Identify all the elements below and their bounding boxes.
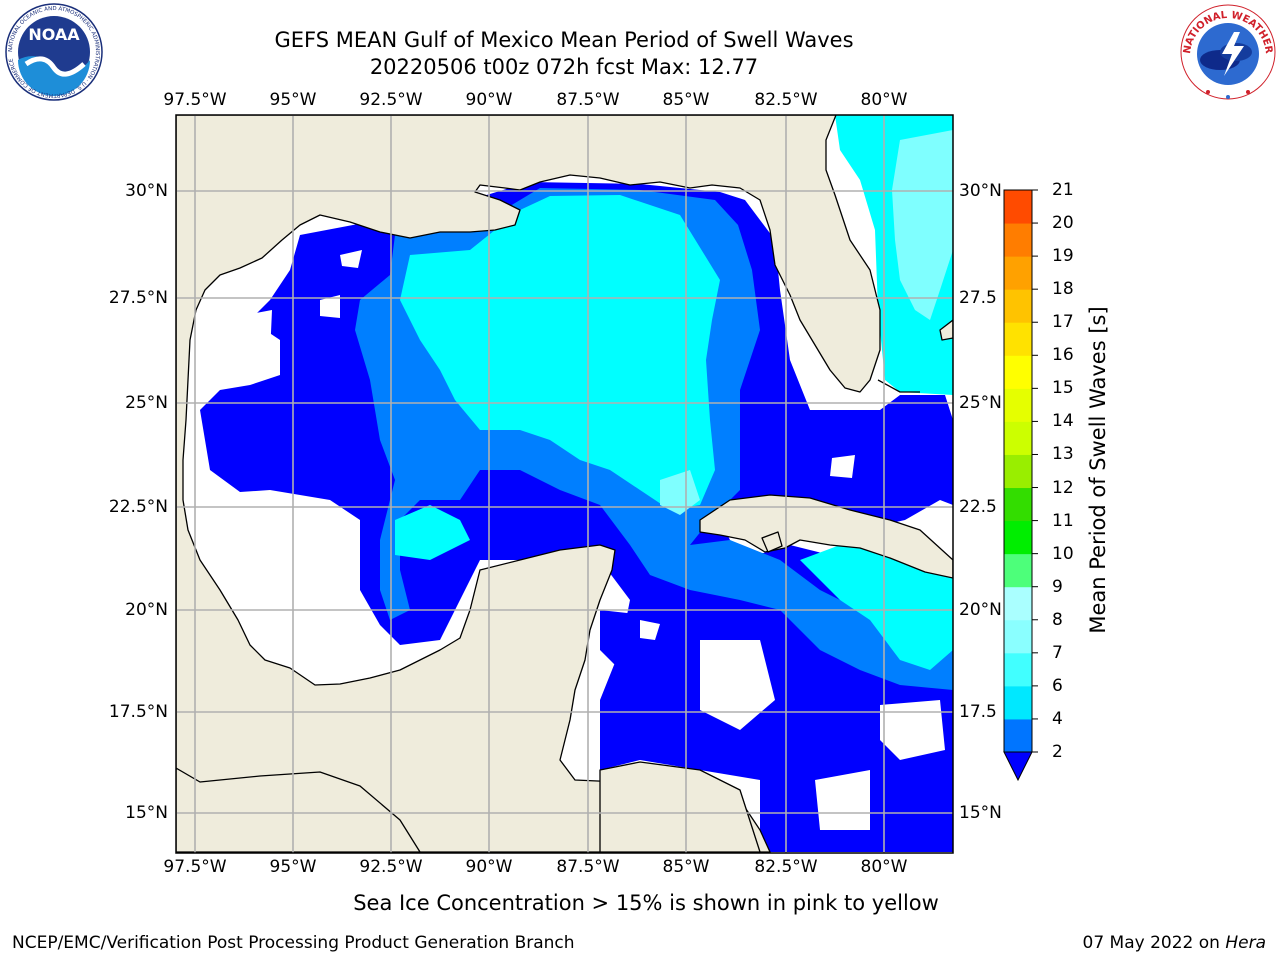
colorbar-segment (1004, 421, 1032, 455)
colorbar-extend-min-triangle (1003, 751, 1033, 782)
colorbar-segment (1004, 355, 1032, 389)
lon-tick-top: 82.5°W (754, 90, 818, 110)
colorbar-tick-label: 16 (1052, 345, 1074, 366)
colorbar-tick-label: 14 (1052, 411, 1074, 432)
lat-tick-left: 30°N (125, 181, 168, 201)
colorbar-tick-label: 20 (1052, 213, 1074, 234)
lon-tick-top: 80°W (860, 90, 908, 110)
honduras-coast (599, 761, 761, 853)
colorbar-segment (1004, 190, 1032, 224)
colorbar-segment (1004, 586, 1032, 621)
lat-tick-right: 17.5 (959, 702, 997, 722)
colorbar-tick-label: 6 (1052, 675, 1063, 696)
colorbar-tick-label: 21 (1052, 180, 1074, 200)
lat-tick-right: 27.5 (959, 288, 997, 308)
lon-tick-bottom: 80°W (860, 857, 908, 877)
credit-branch: NCEP/EMC/Verification Post Processing Pr… (12, 933, 575, 953)
noaa-logo-text: NOAA (28, 25, 80, 44)
lat-tick-left: 17.5°N (108, 702, 168, 722)
colorbar-tick-label: 15 (1052, 378, 1074, 399)
lat-tick-left: 25°N (125, 393, 168, 413)
colorbar-segment (1004, 520, 1032, 555)
lat-tick-left: 27.5°N (108, 288, 168, 308)
lat-tick-left: 22.5°N (108, 497, 168, 517)
lat-tick-right: 20°N (959, 600, 1002, 620)
colorbar-segment (1004, 553, 1032, 588)
colorbar-tick-label: 13 (1052, 444, 1074, 465)
lat-tick-right: 22.5 (959, 497, 997, 517)
colorbar-segment (1004, 619, 1032, 654)
isla-de-juventud (761, 531, 783, 553)
lon-tick-top: 90°W (465, 90, 513, 110)
credit-machine: Hera (1225, 933, 1266, 953)
colorbar-frame (1003, 189, 1033, 753)
colorbar-tick-label: 10 (1052, 543, 1074, 564)
colorbar-segment (1004, 289, 1032, 323)
lat-tick-right: 15°N (959, 803, 1002, 823)
lon-tick-bottom: 92.5°W (359, 857, 423, 877)
colorbar-segment (1004, 454, 1032, 489)
lon-tick-top: 95°W (269, 90, 317, 110)
lon-tick-bottom: 90°W (465, 857, 513, 877)
cuba (699, 494, 953, 579)
colorbar-tick-label: 7 (1052, 642, 1063, 663)
lon-tick-bottom: 97.5°W (163, 857, 227, 877)
sea-ice-note: Sea Ice Concentration > 15% is shown in … (353, 891, 939, 915)
colorbar-segments (1004, 190, 1032, 753)
lat-tick-right: 25°N (959, 393, 1002, 413)
lon-tick-bottom: 95°W (269, 857, 317, 877)
colorbar-tick-label: 2 (1052, 742, 1063, 762)
lat-tick-left: 15°N (125, 803, 168, 823)
lon-tick-top: 97.5°W (163, 90, 227, 110)
us-mexico-coast (176, 115, 881, 853)
lat-tick-right: 30°N (959, 181, 1002, 201)
colorbar-segment (1004, 685, 1032, 720)
colorbar-ticks (1032, 189, 1038, 753)
colorbar-tick-label: 11 (1052, 510, 1074, 531)
colorbar-segment (1004, 652, 1032, 687)
colorbar-segment (1004, 487, 1032, 522)
lat-tick-left: 20°N (125, 600, 168, 620)
colorbar-tick-label: 19 (1052, 246, 1074, 267)
colorbar-segment (1004, 718, 1032, 753)
credit-date-text: 07 May 2022 on (1082, 933, 1226, 953)
colorbar-segment (1004, 322, 1032, 356)
colorbar-segment (1004, 256, 1032, 290)
lon-tick-bottom: 82.5°W (754, 857, 818, 877)
florida-keys (877, 379, 920, 393)
bahamas (939, 319, 953, 341)
lon-tick-bottom: 87.5°W (556, 857, 620, 877)
colorbar-tick-label: 8 (1052, 609, 1063, 630)
colorbar-tick-label: 17 (1052, 312, 1074, 333)
noaa-logo: NOAA NATIONAL OCEANIC AND ATMOSPHERIC AD… (5, 3, 103, 101)
lon-tick-top: 85°W (662, 90, 710, 110)
lon-tick-top: 92.5°W (359, 90, 423, 110)
lon-tick-top: 87.5°W (556, 90, 620, 110)
colorbar-segment (1004, 388, 1032, 422)
land (176, 115, 953, 853)
map-title: GEFS MEAN Gulf of Mexico Mean Period of … (274, 28, 854, 52)
nws-logo: NATIONAL WEATHER SERVICE (1178, 2, 1276, 100)
graticule (176, 115, 953, 853)
swell-period-8-9s (660, 130, 953, 515)
lon-tick-bottom: 85°W (662, 857, 710, 877)
swell-period-6-8s (395, 115, 953, 670)
map-subtitle: 20220506 t00z 072h fcst Max: 12.77 (369, 55, 759, 79)
colorbar-tick-label: 9 (1052, 576, 1063, 597)
colorbar-tick-label: 4 (1052, 708, 1063, 729)
colorbar-segment (1004, 223, 1032, 257)
colorbar-tick-label: 12 (1052, 477, 1074, 498)
map-frame (175, 114, 954, 854)
credit-date: 07 May 2022 on Hera (1083, 932, 1267, 954)
colorbar-tick-label: 18 (1052, 279, 1074, 300)
